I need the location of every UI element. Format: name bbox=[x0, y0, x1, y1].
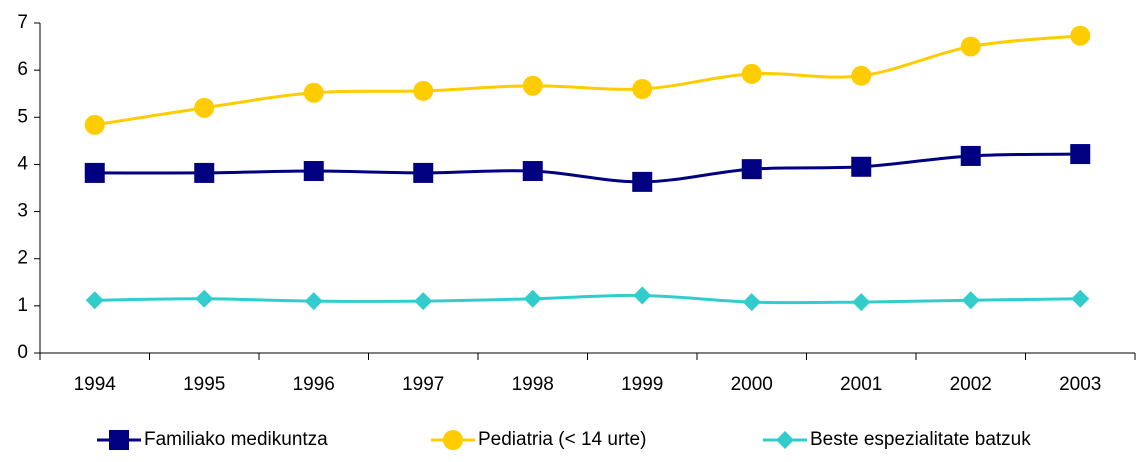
legend-marker bbox=[443, 430, 463, 450]
x-tick-label: 1994 bbox=[74, 374, 117, 395]
y-tick-label: 6 bbox=[17, 59, 28, 80]
data-point bbox=[523, 289, 542, 308]
y-tick-label: 1 bbox=[17, 295, 28, 316]
x-tick-label: 1995 bbox=[183, 374, 225, 395]
y-tick-label: 4 bbox=[17, 153, 28, 174]
x-tick-label: 1998 bbox=[512, 374, 554, 395]
data-point bbox=[742, 293, 761, 312]
data-point bbox=[84, 162, 105, 183]
data-point bbox=[303, 82, 324, 103]
data-point bbox=[303, 161, 324, 182]
x-tick-label: 2002 bbox=[950, 374, 992, 395]
series-line bbox=[94, 34, 1081, 127]
legend-marker bbox=[109, 430, 129, 450]
y-tick-label: 0 bbox=[17, 342, 28, 363]
data-point bbox=[632, 171, 653, 192]
series-line bbox=[94, 152, 1081, 184]
data-point bbox=[961, 291, 980, 310]
data-point bbox=[741, 159, 762, 180]
x-tick-label: 1999 bbox=[621, 374, 663, 395]
x-tick-label: 1996 bbox=[293, 374, 335, 395]
data-point bbox=[1070, 25, 1091, 46]
data-point bbox=[851, 156, 872, 177]
data-point bbox=[852, 293, 871, 312]
data-point bbox=[1071, 289, 1090, 308]
y-tick-label: 3 bbox=[17, 201, 28, 222]
legend-label: Pediatria (< 14 urte) bbox=[478, 429, 646, 450]
data-point bbox=[413, 80, 434, 101]
data-point bbox=[522, 75, 543, 96]
legend-label: Beste espezialitate batzuk bbox=[810, 429, 1031, 450]
data-point bbox=[85, 291, 104, 310]
data-point bbox=[960, 36, 981, 57]
y-tick-label: 2 bbox=[17, 248, 28, 269]
y-tick-label: 7 bbox=[17, 12, 28, 33]
data-point bbox=[741, 63, 762, 84]
data-point bbox=[414, 292, 433, 311]
data-point bbox=[851, 65, 872, 86]
legend-label: Familiako medikuntza bbox=[144, 429, 328, 450]
y-tick-label: 5 bbox=[17, 106, 28, 127]
x-tick-label: 2003 bbox=[1059, 374, 1101, 395]
data-point bbox=[522, 161, 543, 182]
x-tick-label: 2000 bbox=[731, 374, 773, 395]
series-line bbox=[94, 293, 1081, 305]
data-point bbox=[194, 162, 215, 183]
data-point bbox=[1070, 144, 1091, 165]
data-point bbox=[632, 79, 653, 99]
data-point bbox=[195, 289, 214, 308]
data-point bbox=[633, 286, 652, 305]
x-tick-label: 2001 bbox=[840, 374, 882, 395]
data-point bbox=[194, 97, 215, 118]
data-point bbox=[84, 114, 105, 135]
legend-marker bbox=[776, 431, 794, 449]
data-point bbox=[304, 292, 323, 311]
data-point bbox=[960, 145, 981, 166]
x-tick-label: 1997 bbox=[402, 374, 444, 395]
data-point bbox=[413, 162, 434, 183]
